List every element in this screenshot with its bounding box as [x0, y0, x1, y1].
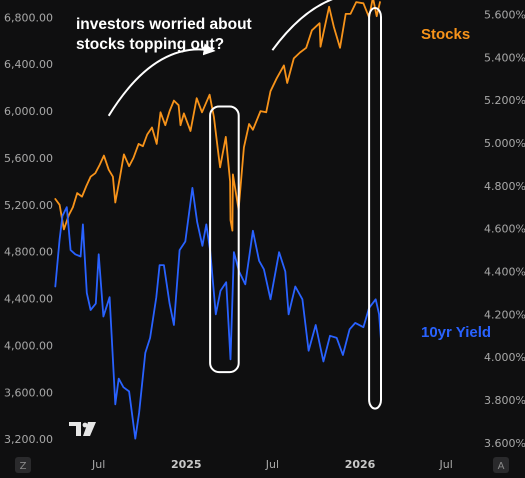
- right-axis-tick: 4.200%: [484, 308, 525, 321]
- trend-arrow: [271, 0, 334, 51]
- auto-scale-button[interactable]: A: [493, 457, 509, 473]
- right-axis-tick: 4.400%: [484, 265, 525, 278]
- zoom-button-label: Z: [20, 461, 27, 472]
- left-axis-tick: 4,800.00: [4, 246, 53, 259]
- left-axis-tick: 4,400.00: [4, 293, 53, 306]
- right-axis-tick: 4.800%: [484, 180, 525, 193]
- left-axis-tick: 6,000.00: [4, 105, 53, 118]
- right-axis-tick: 5.200%: [484, 94, 525, 107]
- left-axis-tick: 5,600.00: [4, 152, 53, 165]
- right-axis-tick: 5.400%: [484, 51, 525, 64]
- overlay-layer: [107, 0, 383, 410]
- series-layer: [54, 0, 382, 440]
- right-axis: 3.600% 3.800% 4.000% 4.200% 4.400% 4.600% 4.80…: [484, 8, 525, 449]
- x-axis: Jul 2025 Jul 2026 Jul: [91, 458, 453, 471]
- series-label-yield: 10yr Yield: [421, 324, 491, 341]
- x-axis-tick: Jul: [265, 458, 279, 471]
- left-axis-tick: 5,200.00: [4, 199, 53, 212]
- annotation-line-1: investors worried about: [76, 16, 252, 33]
- trend-arrow: [107, 43, 216, 117]
- x-axis-tick: 2025: [171, 458, 202, 471]
- zoom-button[interactable]: Z: [15, 457, 31, 473]
- highlight-box: [368, 7, 383, 410]
- annotation-line-2: stocks topping out?: [76, 36, 224, 53]
- right-axis-tick: 3.800%: [484, 394, 525, 407]
- x-axis-tick: Jul: [91, 458, 105, 471]
- series-line-stocks: [54, 0, 381, 232]
- highlight-box: [209, 105, 240, 374]
- left-axis-tick: 4,000.00: [4, 339, 53, 352]
- x-axis-tick: 2026: [345, 458, 376, 471]
- right-axis-tick: 4.000%: [484, 351, 525, 364]
- x-axis-tick: Jul: [439, 458, 453, 471]
- left-axis-tick: 6,800.00: [4, 11, 53, 24]
- series-line-10yr-yield: [54, 186, 382, 440]
- left-axis: 3,200.00 3,600.00 4,000.00 4,400.00 4,800.00…: [4, 11, 53, 446]
- auto-scale-button-label: A: [498, 461, 505, 472]
- series-label-stocks: Stocks: [421, 26, 470, 43]
- left-axis-tick: 3,600.00: [4, 386, 53, 399]
- tradingview-logo: [69, 422, 96, 436]
- right-axis-tick: 4.600%: [484, 223, 525, 236]
- right-axis-tick: 5.600%: [484, 8, 525, 21]
- right-axis-tick: 5.000%: [484, 137, 525, 150]
- left-axis-tick: 3,200.00: [4, 433, 53, 446]
- left-axis-tick: 6,400.00: [4, 58, 53, 71]
- right-axis-tick: 3.600%: [484, 437, 525, 450]
